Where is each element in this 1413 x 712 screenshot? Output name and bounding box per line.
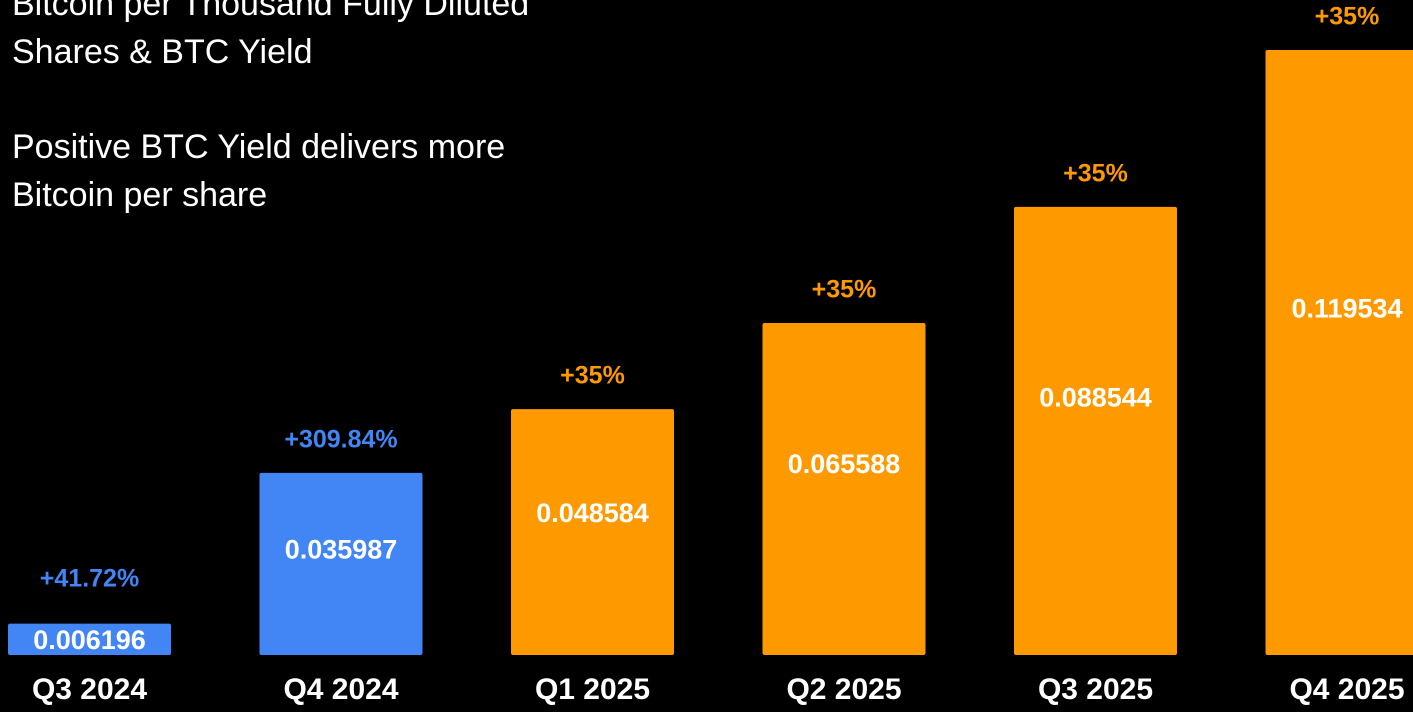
chart-title: Bitcoin per Thousand Fully Diluted Share… bbox=[12, 0, 530, 71]
yield-label: +41.72% bbox=[40, 565, 139, 593]
bar bbox=[1265, 50, 1413, 655]
bar bbox=[511, 409, 674, 655]
bar bbox=[8, 623, 171, 655]
value-label: 0.088544 bbox=[1039, 383, 1152, 413]
value-label: 0.065588 bbox=[788, 449, 901, 479]
x-tick-label: Q3 2025 bbox=[1038, 673, 1153, 706]
yield-label: +35% bbox=[560, 362, 625, 390]
chart-subtitle: Positive BTC Yield delivers more Bitcoin… bbox=[12, 128, 506, 214]
yield-label: +35% bbox=[1063, 159, 1128, 187]
value-label: 0.035987 bbox=[285, 534, 398, 564]
x-tick-label: Q4 2025 bbox=[1289, 673, 1404, 706]
value-label: 0.006196 bbox=[33, 625, 146, 655]
x-tick-label: Q3 2024 bbox=[32, 673, 147, 706]
yield-label: +309.84% bbox=[284, 425, 397, 453]
value-label: 0.119534 bbox=[1291, 293, 1402, 323]
bar bbox=[259, 472, 423, 655]
yield-label: +35% bbox=[1315, 3, 1380, 31]
bar bbox=[1014, 206, 1177, 656]
x-tick-label: Q2 2025 bbox=[786, 673, 901, 706]
x-tick-label: Q1 2025 bbox=[535, 673, 650, 706]
yield-label: +35% bbox=[812, 276, 877, 304]
value-label: 0.048584 bbox=[536, 498, 649, 528]
x-tick-label: Q4 2024 bbox=[283, 673, 398, 706]
bar bbox=[762, 323, 926, 655]
